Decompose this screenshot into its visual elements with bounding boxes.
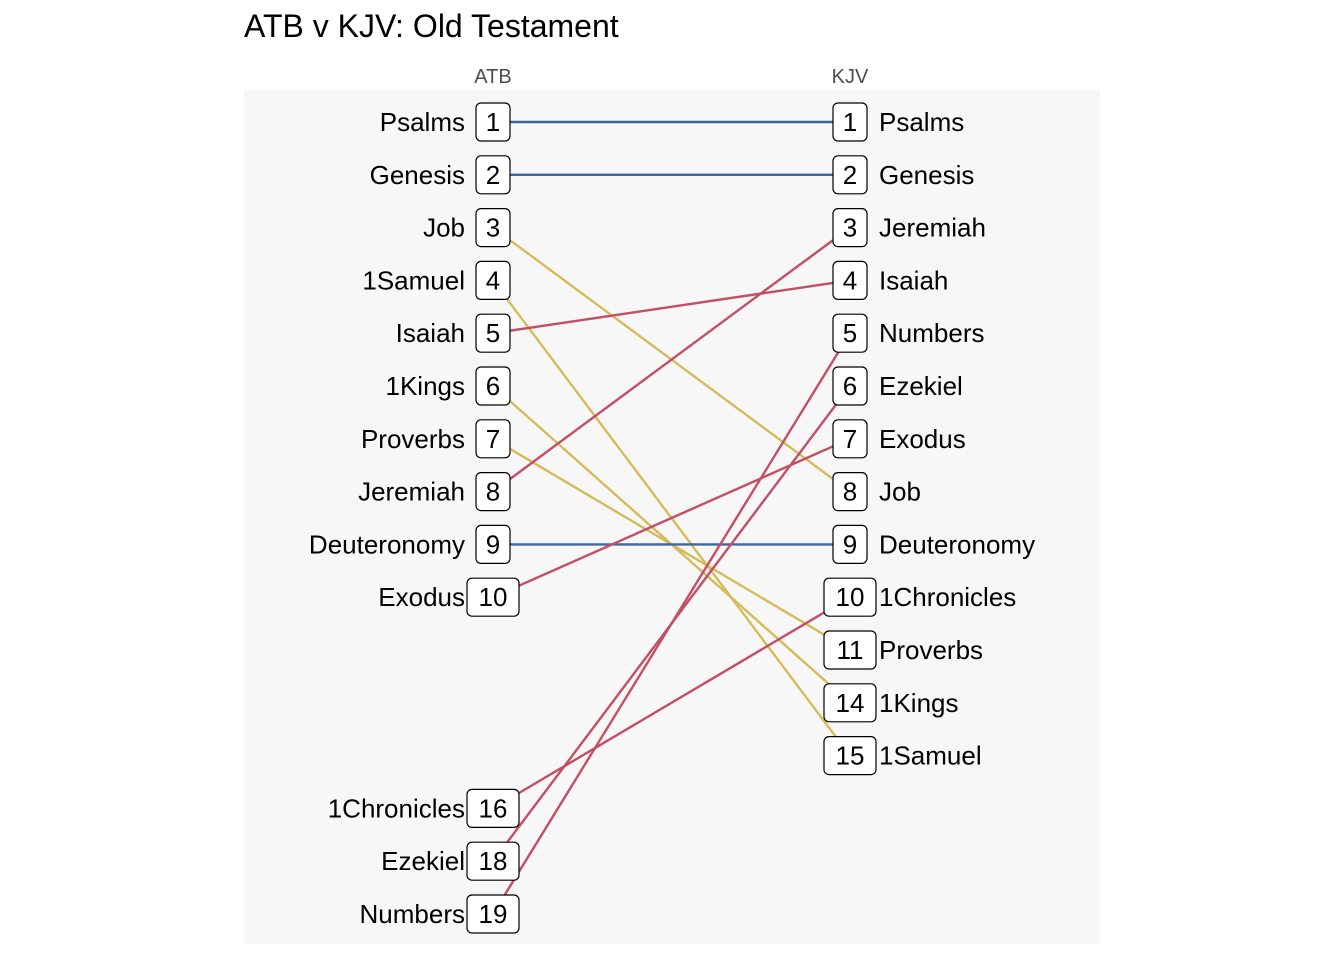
atb-rank-label: 18 [479,846,508,876]
atb-book-label: Job [423,213,465,243]
atb-book-label: 1Kings [386,371,466,401]
kjv-rank-box [832,472,868,512]
kjv-rank-box [832,419,868,459]
chart-title: ATB v KJV: Old Testament [244,8,619,44]
kjv-book-label: Jeremiah [879,213,986,243]
kjv-rank-box [823,683,877,723]
atb-book-label: Isaiah [396,318,465,348]
kjv-rank-box [823,577,877,617]
atb-book-label: Exodus [378,582,465,612]
kjv-book-label: Genesis [879,160,974,190]
kjv-rank-box [832,524,868,565]
kjv-rank-label: 8 [843,477,857,507]
kjv-book-label: Job [879,477,921,507]
atb-rank-box [475,313,511,353]
kjv-rank-label: 1 [843,107,857,137]
kjv-rank-label: 6 [843,371,857,401]
kjv-book-label: Numbers [879,318,984,348]
atb-rank-label: 1 [486,107,500,137]
atb-book-label: Genesis [370,160,465,190]
atb-book-label: Proverbs [361,424,465,454]
kjv-book-label: 1Chronicles [879,582,1016,612]
kjv-rank-label: 15 [836,741,865,771]
kjv-book-label: 1Samuel [879,741,982,771]
atb-rank-box [475,260,511,300]
column-label-kjv: KJV [832,66,869,88]
atb-rank-label: 8 [486,477,500,507]
atb-book-label: Jeremiah [358,477,465,507]
kjv-book-label: Exodus [879,424,966,454]
atb-rank-label: 5 [486,318,500,348]
kjv-rank-label: 5 [843,318,857,348]
atb-rank-box [475,155,511,195]
kjv-book-label: 1Kings [879,688,959,718]
kjv-rank-box [832,313,868,353]
atb-rank-box [466,577,520,617]
column-label-atb: ATB [474,66,511,88]
atb-rank-box [475,472,511,512]
atb-book-label: 1Samuel [362,265,465,295]
atb-rank-label: 4 [486,265,500,295]
atb-book-label: Numbers [360,899,465,929]
kjv-rank-label: 9 [843,529,857,559]
atb-rank-box [475,524,511,565]
atb-rank-box [475,102,511,142]
kjv-rank-box [823,630,877,670]
slope-line-jeremiah [492,226,851,493]
slope-line-isaiah [492,279,851,335]
kjv-book-label: Proverbs [879,635,983,665]
kjv-rank-label: 7 [843,424,857,454]
atb-book-label: Psalms [380,107,465,137]
atb-book-label: Deuteronomy [309,529,465,559]
kjv-book-label: Isaiah [879,265,948,295]
kjv-rank-box [832,102,868,142]
atb-rank-box [475,366,511,406]
slope-line-1chronicles [492,596,851,810]
kjv-rank-label: 10 [836,582,865,612]
atb-rank-label: 19 [479,899,508,929]
kjv-rank-label: 3 [843,213,857,243]
atb-book-label: 1Chronicles [328,793,465,823]
atb-rank-label: 10 [479,582,508,612]
kjv-rank-box [832,260,868,300]
kjv-rank-box [832,155,868,195]
kjv-rank-label: 2 [843,160,857,190]
atb-rank-label: 9 [486,529,500,559]
atb-rank-box [466,788,520,829]
kjv-book-label: Ezekiel [879,371,963,401]
atb-rank-box [466,894,520,934]
atb-rank-label: 16 [479,793,508,823]
atb-book-label: Ezekiel [381,846,465,876]
kjv-rank-box [832,208,868,248]
atb-rank-label: 2 [486,160,500,190]
atb-rank-label: 6 [486,371,500,401]
kjv-rank-label: 14 [836,688,865,718]
atb-rank-box [475,208,511,248]
atb-rank-label: 7 [486,424,500,454]
kjv-book-label: Psalms [879,107,964,137]
atb-rank-box [475,419,511,459]
kjv-rank-box [823,735,877,776]
atb-rank-box [466,841,520,881]
kjv-rank-box [832,366,868,406]
atb-rank-label: 3 [486,213,500,243]
kjv-rank-label: 4 [843,265,857,295]
slope-line-numbers [491,332,852,915]
kjv-book-label: Deuteronomy [879,529,1035,559]
kjv-rank-label: 11 [837,635,864,665]
